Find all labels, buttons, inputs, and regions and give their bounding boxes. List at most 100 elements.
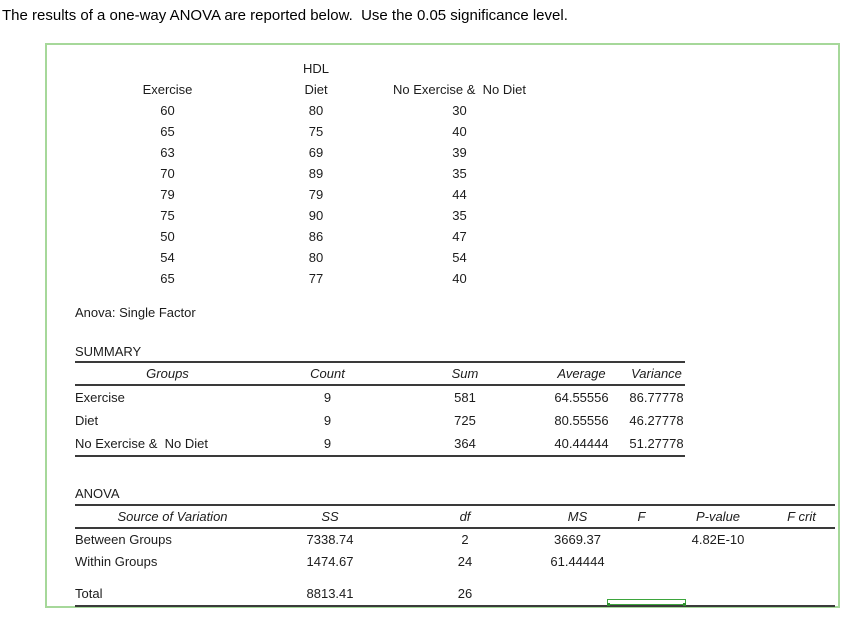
empty-cell <box>540 583 615 607</box>
selection-handle-icon <box>607 603 610 606</box>
summary-row-diet: Diet 9 725 80.55556 46.27778 <box>75 409 685 432</box>
column-header-exercise: Exercise <box>142 82 193 97</box>
anova-cell-fcrit-blank <box>768 528 835 551</box>
summary-section-label: SUMMARY <box>75 344 142 359</box>
anova-single-factor-label: Anova: Single Factor <box>75 305 196 320</box>
anova-row-within-groups: Within Groups 1474.67 24 61.44444 <box>75 551 835 573</box>
anova-row-between-groups: Between Groups 7338.74 2 3669.37 4.82E-1… <box>75 528 835 551</box>
summary-cell: 581 <box>454 390 476 405</box>
cell-selection-outline <box>607 599 686 606</box>
data-cell: 77 <box>308 271 324 286</box>
anova-row-total: Total 8813.41 26 <box>75 583 835 607</box>
column-header-diet: Diet <box>304 82 328 97</box>
summary-cell: 86.77778 <box>629 390 684 405</box>
anova-col-df: df <box>390 505 540 529</box>
data-row: 70 89 35 <box>75 163 547 184</box>
data-cell: 70 <box>160 166 175 181</box>
empty-cell <box>372 58 547 79</box>
anova-cell: 3669.37 <box>554 532 601 547</box>
data-cell: 44 <box>452 187 467 202</box>
summary-cell: No Exercise & No Diet <box>75 432 260 457</box>
anova-total-label: Total <box>75 583 270 607</box>
anova-total-ss: 8813.41 <box>270 583 390 607</box>
summary-header-row: Groups Count Sum Average Variance <box>75 362 685 386</box>
data-cell: 75 <box>160 208 175 223</box>
summary-cell: Exercise <box>75 390 125 405</box>
summary-row-exercise: Exercise 9 581 64.55556 86.77778 <box>75 385 685 409</box>
summary-cell: 51.27778 <box>628 432 685 457</box>
summary-col-sum: Sum <box>395 362 535 386</box>
empty-cell <box>768 583 835 607</box>
anova-col-f: F <box>615 505 668 529</box>
anova-spacer-row <box>75 573 835 583</box>
data-cell: 40 <box>452 271 467 286</box>
data-cell: 69 <box>308 145 324 160</box>
empty-cell <box>75 573 835 583</box>
anova-section-label: ANOVA <box>75 486 120 501</box>
summary-row-no-exercise-no-diet: No Exercise & No Diet 9 364 40.44444 51.… <box>75 432 685 457</box>
data-cell: 63 <box>160 145 175 160</box>
anova-cell <box>768 551 835 573</box>
data-cell: 80 <box>308 250 324 265</box>
data-row: 65 75 40 <box>75 121 547 142</box>
anova-header-row: Source of Variation SS df MS F P-value F… <box>75 505 835 529</box>
data-row: 63 69 39 <box>75 142 547 163</box>
summary-cell: 40.44444 <box>535 432 628 457</box>
anova-cell-f-blank <box>615 528 668 551</box>
data-cell: 90 <box>308 208 324 223</box>
summary-cell: 46.27778 <box>629 413 684 428</box>
data-cell: 35 <box>452 208 467 223</box>
summary-col-variance: Variance <box>628 362 685 386</box>
hdl-group-header: HDL <box>302 61 329 76</box>
data-cell: 47 <box>452 229 467 244</box>
selection-handle-icon <box>683 603 686 606</box>
column-header-no-exercise-no-diet: No Exercise & No Diet <box>393 82 526 97</box>
data-cell: 89 <box>308 166 324 181</box>
data-row: 79 79 44 <box>75 184 547 205</box>
data-row: 65 77 40 <box>75 268 547 289</box>
data-cell: 40 <box>452 124 467 139</box>
summary-cell: 364 <box>395 432 535 457</box>
summary-cell: 80.55556 <box>554 413 609 428</box>
data-row: 60 80 30 <box>75 100 547 121</box>
anova-cell: 4.82E-10 <box>691 532 745 547</box>
hdl-data-table: HDL Exercise Diet No Exercise & No Diet … <box>75 58 547 289</box>
data-cell: 35 <box>452 166 467 181</box>
anova-cell: 2 <box>461 532 469 547</box>
data-cell: 65 <box>160 124 175 139</box>
data-cell: 60 <box>160 103 175 118</box>
summary-cell: Diet <box>75 413 99 428</box>
worksheet-frame: HDL Exercise Diet No Exercise & No Diet … <box>45 43 840 608</box>
summary-cell: 9 <box>323 390 332 405</box>
summary-cell: 725 <box>454 413 476 428</box>
data-cell: 75 <box>308 124 324 139</box>
data-cell: 50 <box>160 229 175 244</box>
data-cell: 39 <box>452 145 467 160</box>
data-cell: 54 <box>452 250 467 265</box>
anova-cell <box>668 551 768 573</box>
summary-cell: 64.55556 <box>554 390 609 405</box>
anova-cell: 24 <box>457 554 473 569</box>
empty-cell <box>75 58 260 79</box>
data-cell: 86 <box>308 229 324 244</box>
anova-cell: 61.44444 <box>550 554 605 569</box>
data-cell: 79 <box>160 187 175 202</box>
hdl-column-header-row: Exercise Diet No Exercise & No Diet <box>75 79 547 100</box>
summary-table: Groups Count Sum Average Variance Exerci… <box>75 361 685 457</box>
anova-col-ms: MS <box>540 505 615 529</box>
summary-col-count: Count <box>260 362 395 386</box>
summary-col-average: Average <box>535 362 628 386</box>
data-cell: 54 <box>160 250 175 265</box>
anova-cell: Within Groups <box>75 554 158 569</box>
summary-cell: 9 <box>260 432 395 457</box>
data-row: 54 80 54 <box>75 247 547 268</box>
empty-cell <box>615 583 668 607</box>
anova-col-source: Source of Variation <box>75 505 270 529</box>
data-cell: 30 <box>452 103 467 118</box>
data-cell: 79 <box>308 187 324 202</box>
anova-cell: 7338.74 <box>306 532 354 547</box>
data-row: 50 86 47 <box>75 226 547 247</box>
anova-cell: Between Groups <box>75 532 172 547</box>
summary-col-groups: Groups <box>75 362 260 386</box>
anova-col-fcrit: F crit <box>768 505 835 529</box>
